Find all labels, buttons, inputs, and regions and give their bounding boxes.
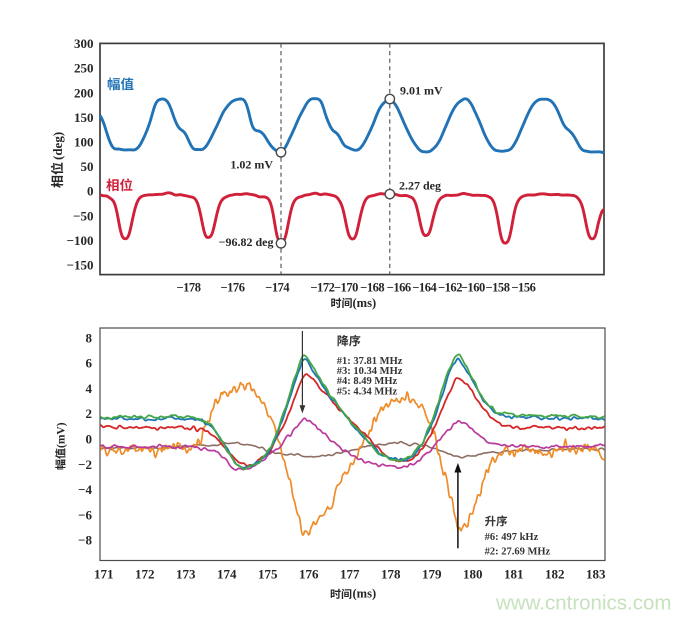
svg-text:177: 177	[340, 567, 360, 582]
svg-text:−164: −164	[412, 281, 437, 295]
svg-text:−4: −4	[78, 482, 92, 497]
svg-text:9.01 mV: 9.01 mV	[400, 84, 443, 98]
svg-text:−100: −100	[67, 233, 94, 248]
svg-text:−168: −168	[360, 281, 384, 295]
svg-text:1.02 mV: 1.02 mV	[230, 158, 273, 172]
svg-text:−172: −172	[310, 281, 334, 295]
svg-text:6: 6	[86, 356, 93, 371]
svg-text:171: 171	[94, 567, 114, 582]
svg-text:−156: −156	[511, 281, 535, 295]
svg-text:181: 181	[504, 567, 524, 582]
svg-text:#2: 27.69 MHz: #2: 27.69 MHz	[485, 547, 551, 558]
svg-text:2: 2	[86, 406, 93, 421]
svg-text:50: 50	[81, 159, 94, 174]
svg-text:200: 200	[74, 85, 94, 100]
svg-text:300: 300	[74, 36, 94, 51]
svg-text:172: 172	[135, 567, 155, 582]
svg-text:−166: −166	[387, 281, 411, 295]
svg-text:178: 178	[381, 567, 401, 582]
svg-text:176: 176	[299, 567, 319, 582]
svg-text:2.27 deg: 2.27 deg	[399, 179, 441, 193]
svg-text:#4: 8.49 MHz: #4: 8.49 MHz	[337, 376, 398, 387]
svg-text:#3: 10.34 MHz: #3: 10.34 MHz	[337, 366, 403, 377]
svg-text:−178: −178	[176, 281, 200, 295]
svg-text:180: 180	[463, 567, 483, 582]
svg-text:0: 0	[86, 432, 93, 447]
svg-text:173: 173	[176, 567, 196, 582]
svg-text:8: 8	[86, 330, 93, 345]
svg-text:150: 150	[74, 110, 94, 125]
svg-text:−96.82 deg: −96.82 deg	[219, 235, 274, 249]
svg-text:−8: −8	[78, 533, 92, 548]
svg-text:(mV): (mV)	[56, 422, 68, 448]
svg-text:182: 182	[545, 567, 565, 582]
svg-text:www.cntronics.com: www.cntronics.com	[495, 592, 671, 615]
svg-text:174: 174	[217, 567, 237, 582]
svg-text:−174: −174	[265, 281, 290, 295]
svg-text:#6: 497 kHz: #6: 497 kHz	[485, 532, 539, 543]
svg-text:(deg): (deg)	[50, 132, 65, 160]
svg-text:−162: −162	[438, 281, 462, 295]
svg-text:0: 0	[87, 184, 94, 199]
svg-text:−176: −176	[220, 281, 244, 295]
svg-text:#5: 4.34 MHz: #5: 4.34 MHz	[337, 386, 398, 397]
svg-text:−50: −50	[73, 208, 93, 223]
svg-text:−6: −6	[78, 507, 92, 522]
svg-text:−2: −2	[78, 457, 92, 472]
svg-text:4: 4	[86, 381, 93, 396]
svg-text:(ms): (ms)	[353, 587, 377, 601]
svg-text:(ms): (ms)	[353, 296, 377, 310]
svg-text:−160: −160	[461, 281, 485, 295]
svg-text:−150: −150	[67, 258, 94, 273]
svg-text:175: 175	[258, 567, 278, 582]
svg-text:#1: 37.81 MHz: #1: 37.81 MHz	[337, 356, 403, 367]
svg-text:−158: −158	[485, 281, 509, 295]
svg-text:183: 183	[586, 567, 606, 582]
svg-text:−170: −170	[334, 281, 358, 295]
svg-text:100: 100	[74, 135, 94, 150]
svg-text:250: 250	[74, 61, 94, 76]
svg-text:179: 179	[422, 567, 442, 582]
